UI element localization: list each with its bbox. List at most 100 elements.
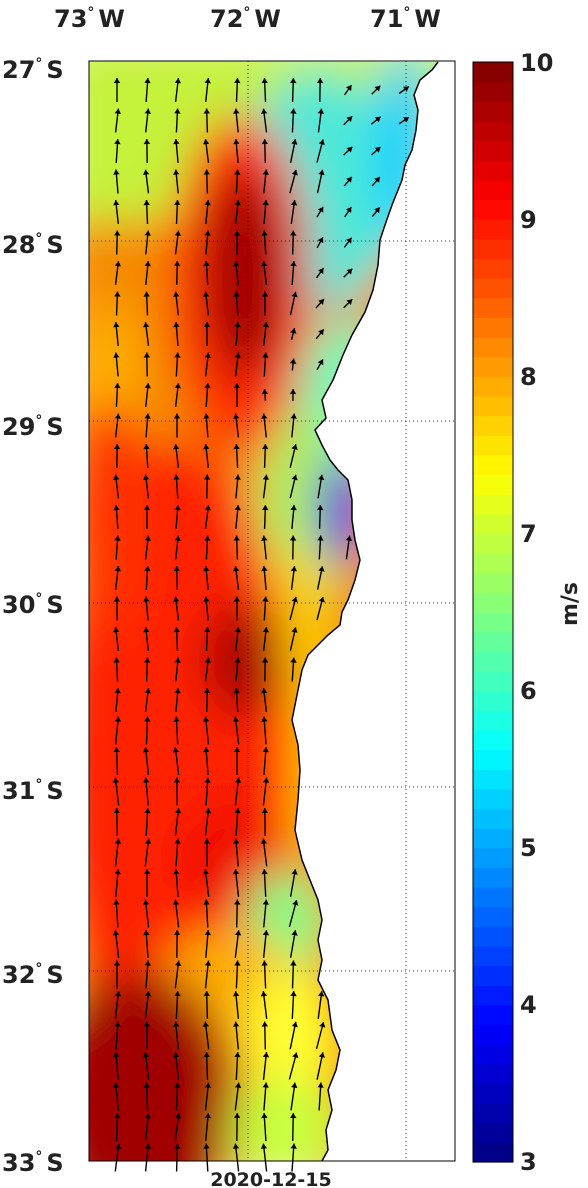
wind-arrow (173, 868, 180, 898)
wind-arrow (174, 199, 181, 225)
wind-arrow (203, 291, 210, 316)
colorbar-step (473, 81, 513, 102)
wind-arrow (113, 596, 121, 621)
wind-arrow (144, 383, 151, 407)
wind-arrow (343, 298, 353, 309)
wind-arrow (260, 838, 268, 867)
wind-arrow (262, 352, 269, 377)
wind-arrow (174, 657, 181, 682)
wind-arrow (144, 261, 151, 285)
colorbar-step (473, 906, 513, 927)
wind-arrow (142, 899, 150, 928)
wind-arrow (234, 474, 241, 499)
colorbar-step (473, 729, 513, 751)
colorbar-step (473, 808, 513, 829)
wind-arrow (174, 78, 181, 102)
wind-arrow (316, 358, 324, 371)
colorbar-step (473, 140, 513, 161)
colorbar-step (473, 1083, 513, 1104)
wind-arrow (114, 566, 121, 590)
wind-arrow (234, 627, 241, 651)
wind-arrow (143, 1021, 150, 1050)
wind-arrow (234, 505, 241, 529)
colorbar-step (473, 1004, 513, 1026)
wind-arrow (174, 535, 181, 560)
wind-arrow (114, 688, 121, 712)
wind-arrow (144, 688, 151, 712)
wind-arrow (144, 230, 151, 255)
wind-arrow (233, 1112, 241, 1142)
wind-arrow (315, 328, 325, 340)
wind-speed-patch (205, 600, 285, 720)
wind-arrow (203, 990, 210, 1020)
wind-arrow (316, 206, 324, 218)
colorbar-tick-8: 8 (520, 363, 537, 391)
wind-arrow (203, 746, 210, 776)
wind-arrow (261, 291, 269, 316)
wind-arrow (204, 1113, 211, 1141)
wind-arrow (204, 960, 212, 989)
colorbar-tick-3: 3 (520, 1148, 537, 1176)
wind-arrow (114, 991, 122, 1019)
wind-arrow (234, 77, 241, 103)
colorbar-step (473, 199, 513, 220)
wind-arrow (173, 139, 180, 163)
wind-arrow (343, 176, 353, 187)
wind-arrow (143, 596, 150, 621)
wind-arrow (289, 139, 298, 163)
wind-arrow (143, 138, 151, 164)
wind-speed-patch (89, 970, 235, 1161)
wind-arrow (202, 869, 210, 897)
wind-arrow (114, 230, 121, 255)
wind-arrow (233, 687, 240, 713)
wind-arrow (174, 838, 181, 867)
wind-arrow (173, 929, 181, 959)
colorbar-step (473, 710, 513, 731)
wind-arrow (289, 869, 298, 897)
wind-arrow (260, 991, 268, 1019)
wind-arrow (290, 413, 297, 438)
wind-arrow (173, 626, 180, 652)
wind-arrow (289, 627, 298, 651)
wind-arrow (203, 566, 210, 590)
wind-arrow (204, 505, 211, 529)
colorbar-tick-10: 10 (520, 49, 553, 77)
wind-arrow (143, 443, 150, 469)
wind-arrow (174, 1082, 181, 1111)
wind-arrow (114, 261, 121, 285)
wind-arrow (143, 352, 151, 377)
wind-arrow (290, 566, 297, 590)
wind-arrow (316, 139, 325, 163)
wind-arrow (144, 1143, 152, 1172)
wind-arrow (113, 169, 120, 194)
wind-arrow (371, 176, 381, 187)
wind-arrow (144, 565, 151, 591)
wind-arrow (234, 777, 242, 806)
wind-arrow (174, 383, 181, 407)
wind-arrow (144, 413, 151, 438)
longitude-labels: 73° W 72° W 71° W (54, 5, 441, 33)
wind-arrow (290, 504, 297, 530)
wind-arrow (289, 930, 298, 958)
wind-arrow (234, 1051, 241, 1081)
colorbar-step (473, 670, 513, 692)
wind-arrow (142, 747, 150, 775)
wind-arrow (172, 747, 180, 775)
wind-arrow (289, 474, 298, 499)
wind-arrow (203, 321, 211, 347)
wind-arrow (234, 321, 241, 347)
wind-arrow (233, 230, 241, 255)
wind-arrow (114, 413, 121, 438)
wind-arrow (113, 960, 121, 989)
wind-arrow (370, 116, 382, 125)
colorbar-step (473, 887, 513, 908)
colorbar-step (473, 651, 513, 672)
wind-speed-patch (89, 400, 150, 640)
lat-label-31: 31° S (2, 777, 64, 805)
colorbar-tick-5: 5 (520, 834, 537, 862)
wind-arrow (113, 200, 120, 224)
colorbar-step (473, 258, 513, 279)
wind-arrow (174, 990, 181, 1020)
wind-arrow (261, 230, 268, 255)
colorbar-step (473, 474, 513, 495)
